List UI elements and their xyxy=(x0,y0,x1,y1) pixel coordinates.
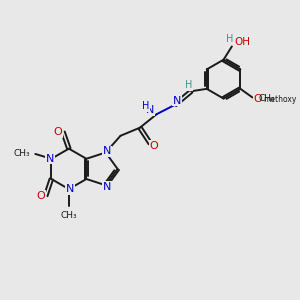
Text: O: O xyxy=(254,94,262,104)
Text: O: O xyxy=(150,141,159,151)
Text: N: N xyxy=(146,105,154,115)
Text: H: H xyxy=(185,80,193,90)
Text: H: H xyxy=(142,101,149,111)
Text: N: N xyxy=(66,184,74,194)
Text: N: N xyxy=(103,182,111,192)
Text: O: O xyxy=(37,190,45,201)
Text: CH₃: CH₃ xyxy=(61,211,77,220)
Text: methoxy: methoxy xyxy=(263,95,297,104)
Text: N: N xyxy=(103,146,111,156)
Text: CH₃: CH₃ xyxy=(14,149,31,158)
Text: OH: OH xyxy=(235,37,250,46)
Text: H: H xyxy=(226,34,233,44)
Text: O: O xyxy=(54,127,63,137)
Text: CH₃: CH₃ xyxy=(258,94,275,103)
Text: N: N xyxy=(46,154,54,164)
Text: N: N xyxy=(173,96,181,106)
